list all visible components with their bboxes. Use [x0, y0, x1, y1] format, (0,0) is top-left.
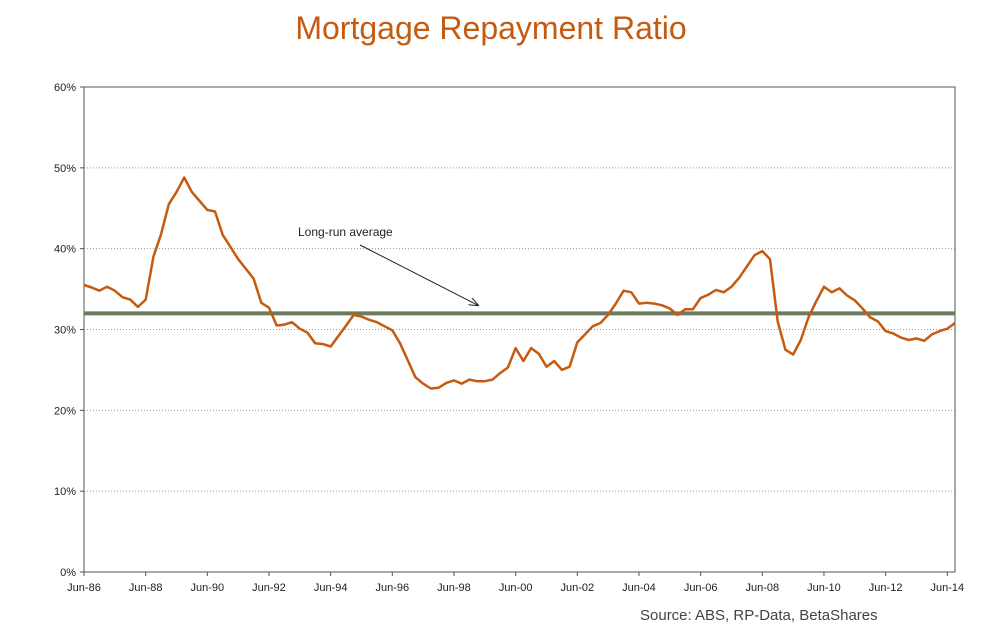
y-tick-label: 40%	[54, 244, 76, 256]
x-tick-label: Jun-98	[437, 582, 471, 594]
x-tick-label: Jun-88	[129, 582, 163, 594]
annotations: Long-run average	[298, 225, 478, 305]
y-tick-label: 20%	[54, 405, 76, 417]
y-tick-label: 10%	[54, 486, 76, 498]
x-tick-label: Jun-90	[191, 582, 225, 594]
x-tick-label: Jun-06	[684, 582, 718, 594]
annotation-arrow	[359, 244, 478, 305]
series-layer	[83, 176, 956, 390]
x-tick-label: Jun-00	[499, 582, 533, 594]
gridlines	[84, 167, 955, 492]
x-tick-label: Jun-94	[314, 582, 348, 594]
x-tick-label: Jun-92	[252, 582, 286, 594]
source-note: Source: ABS, RP-Data, BetaShares	[640, 607, 878, 624]
x-tick-label: Jun-96	[375, 582, 409, 594]
x-axis: Jun-86 Jun-88 Jun-90 Jun-92 Jun-94 Jun-96 Jun-…	[67, 572, 964, 594]
x-tick-label: Jun-04	[622, 582, 656, 594]
chart-title: Mortgage Repayment Ratio	[295, 10, 687, 46]
y-tick-label: 60%	[54, 82, 76, 94]
x-tick-label: Jun-02	[560, 582, 594, 594]
y-tick-label: 0%	[60, 567, 76, 579]
series-line	[83, 176, 956, 390]
y-tick-label: 30%	[54, 325, 76, 337]
x-tick-label: Jun-12	[869, 582, 903, 594]
annotation-label: Long-run average	[298, 225, 393, 239]
x-tick-label: Jun-86	[67, 582, 101, 594]
y-axis: 0% 10% 20% 30% 40% 50% 60%	[54, 82, 84, 579]
x-tick-label: Jun-08	[745, 582, 779, 594]
x-tick-label: Jun-10	[807, 582, 841, 594]
x-tick-label: Jun-14	[930, 582, 964, 594]
y-tick-label: 50%	[54, 163, 76, 175]
